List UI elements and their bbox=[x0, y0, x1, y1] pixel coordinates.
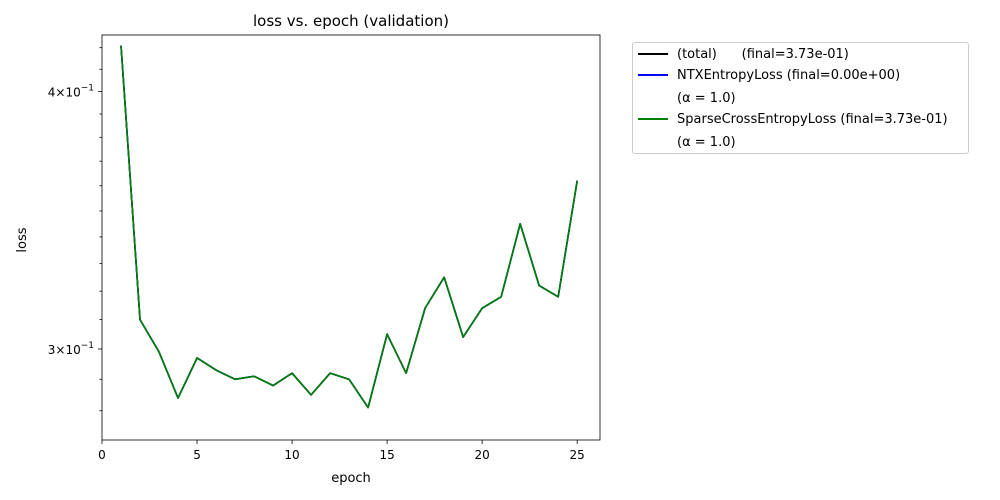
axes-frame bbox=[101, 34, 601, 441]
series-line-1 bbox=[120, 45, 578, 409]
chart-title: loss vs. epoch (validation) bbox=[253, 12, 449, 30]
legend: (total) (final=3.73e-01) NTXEntropyLoss … bbox=[632, 42, 969, 154]
x-tick-label: 20 bbox=[475, 448, 490, 462]
y-axis-label: loss bbox=[15, 227, 30, 252]
legend-entry-ntx-alpha: (α = 1.0) bbox=[633, 88, 736, 108]
x-axis-label: epoch bbox=[331, 471, 371, 486]
x-tick-label: 5 bbox=[193, 448, 201, 462]
legend-entry-sce: SparseCrossEntropyLoss (final=3.73e-01) bbox=[633, 109, 948, 129]
y-tick-label: 4×10−1 bbox=[48, 83, 94, 99]
series-line-0 bbox=[120, 45, 578, 409]
x-tick-label: 15 bbox=[379, 448, 394, 462]
y-tick-label: 3×10−1 bbox=[48, 341, 94, 357]
x-tick-label: 0 bbox=[98, 448, 106, 462]
legend-entry-total: (total) (final=3.73e-01) bbox=[633, 44, 849, 64]
legend-swatch-sce bbox=[638, 118, 668, 120]
legend-label-sce: SparseCrossEntropyLoss (final=3.73e-01) bbox=[677, 111, 948, 127]
legend-swatch-ntx bbox=[638, 74, 668, 76]
legend-sublabel-ntx: (α = 1.0) bbox=[677, 90, 736, 106]
x-tick-label: 10 bbox=[284, 448, 299, 462]
plot-area: 4×10−1 3×10−1 0 5 10 15 20 25 bbox=[48, 34, 601, 462]
legend-sublabel-sce: (α = 1.0) bbox=[677, 134, 736, 150]
series-line-2 bbox=[120, 45, 578, 409]
legend-label-ntx: NTXEntropyLoss (final=0.00e+00) bbox=[677, 67, 901, 83]
legend-entry-sce-alpha: (α = 1.0) bbox=[633, 132, 736, 152]
legend-label-total: (total) (final=3.73e-01) bbox=[677, 46, 849, 62]
legend-entry-ntx: NTXEntropyLoss (final=0.00e+00) bbox=[633, 65, 900, 85]
legend-swatch-total bbox=[638, 53, 668, 55]
x-tick-label: 25 bbox=[570, 448, 585, 462]
